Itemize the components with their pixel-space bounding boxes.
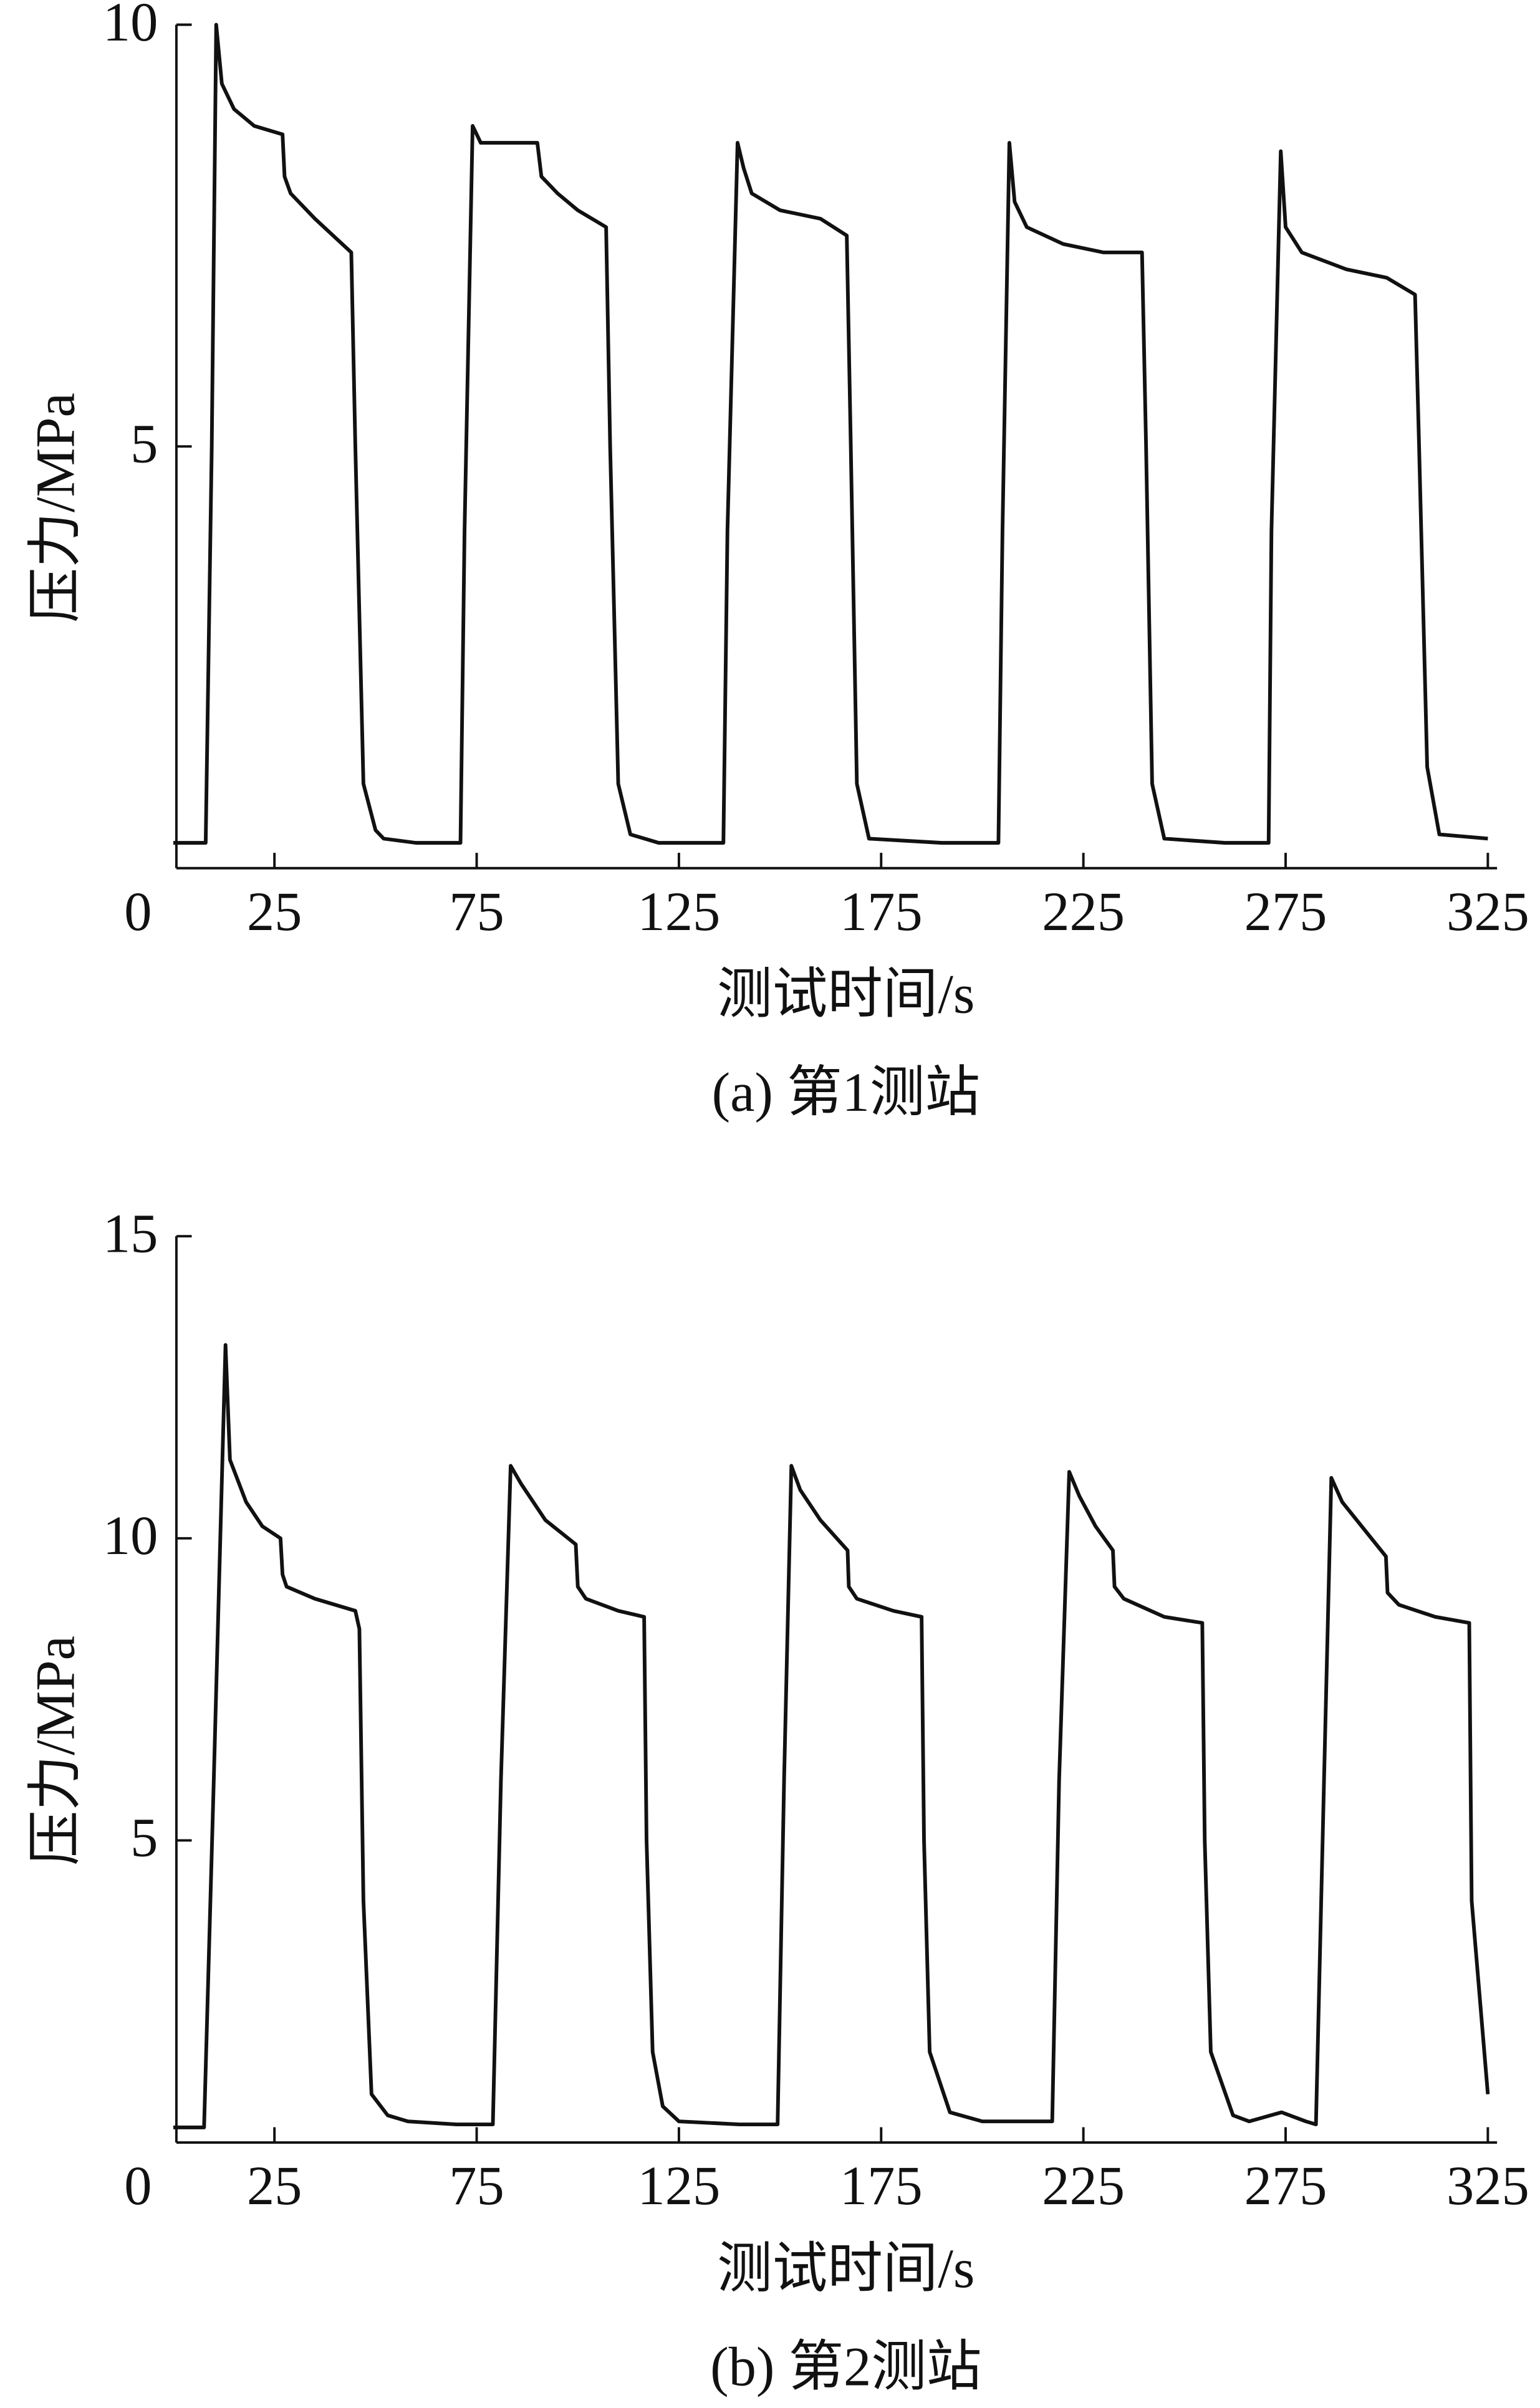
x-axis-label: 测试时间/s — [717, 964, 975, 1025]
y-tick-label: 5 — [130, 413, 158, 474]
y-tick-label: 15 — [103, 1203, 158, 1264]
x-tick-label: 225 — [1042, 881, 1125, 943]
y-axis-label: 压力/MPa — [26, 1636, 87, 1866]
x-tick-label: 325 — [1446, 2156, 1529, 2217]
x-tick-label: 325 — [1446, 881, 1529, 943]
line-series — [173, 22, 1488, 845]
x-tick-label: 175 — [840, 881, 923, 943]
caption: (a) 第1测站 — [712, 1062, 980, 1123]
line-series — [173, 1343, 1490, 2129]
x-tick-label: 225 — [1042, 2156, 1125, 2217]
x-tick-label: 175 — [840, 2156, 923, 2217]
x-tick-label: 0 — [124, 881, 152, 943]
x-tick-label: 25 — [247, 2156, 302, 2217]
x-tick-label: 125 — [637, 2156, 720, 2217]
x-axis-label: 测试时间/s — [717, 2238, 975, 2300]
y-axis-label: 压力/MPa — [26, 393, 87, 623]
caption: (b) 第2测站 — [710, 2336, 981, 2397]
x-tick-label: 75 — [449, 2156, 504, 2217]
x-tick-label: 275 — [1244, 2156, 1327, 2217]
x-tick-label: 0 — [124, 2156, 152, 2217]
y-tick-label: 10 — [103, 0, 158, 53]
x-tick-label: 25 — [247, 881, 302, 943]
y-tick-label: 5 — [130, 1808, 158, 1869]
x-tick-label: 75 — [449, 881, 504, 943]
y-tick-label: 10 — [103, 1505, 158, 1566]
x-tick-label: 275 — [1244, 881, 1327, 943]
x-tick-label: 125 — [637, 881, 720, 943]
